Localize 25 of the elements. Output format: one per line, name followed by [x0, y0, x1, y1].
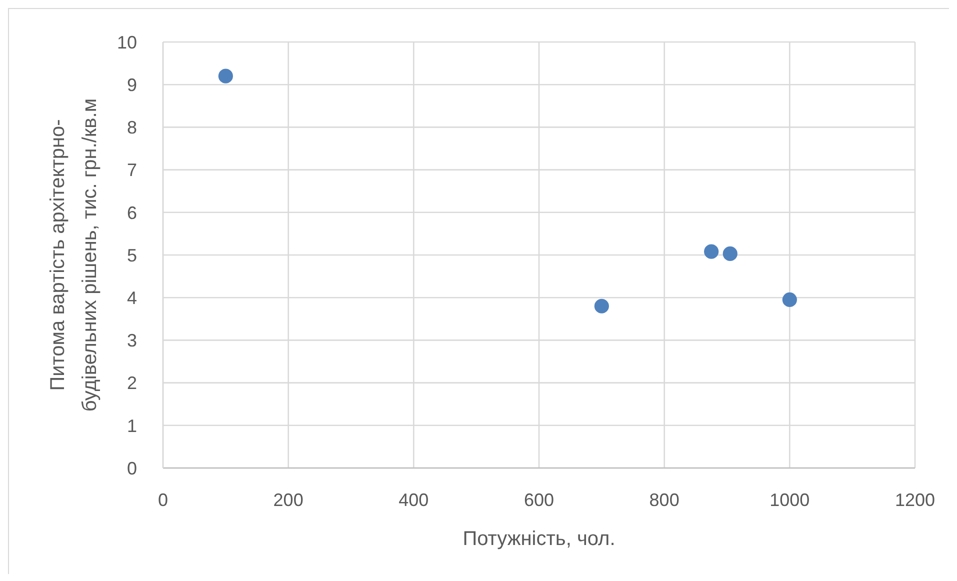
point — [218, 68, 233, 84]
x-tick-label: 1000 — [770, 490, 810, 510]
point — [704, 244, 719, 259]
point — [594, 298, 609, 314]
y-axis-title: Питома вартість архітектрно-будівельних рішень, тис. грн./кв.м — [47, 98, 101, 412]
y-tick-label: 1 — [126, 416, 137, 436]
x-tick-label: 400 — [398, 490, 429, 510]
y-tick-label: 9 — [126, 74, 137, 95]
y-tick-label: 0 — [126, 458, 137, 478]
point — [722, 246, 738, 262]
point — [782, 292, 797, 308]
x-tick-label: 200 — [273, 490, 304, 510]
x-tick-label: 1200 — [894, 490, 936, 510]
x-tick-label: 800 — [649, 490, 680, 510]
y-tick-label: 7 — [126, 160, 137, 180]
y-tick-label: 3 — [126, 330, 137, 351]
x-tick-label: 0 — [158, 490, 168, 510]
x-tick-label: 600 — [524, 490, 554, 510]
y-tick-label: 2 — [126, 373, 137, 394]
y-tick-label: 4 — [126, 288, 137, 308]
y-tick-label: 8 — [126, 118, 137, 138]
y-tick-label: 6 — [126, 202, 137, 223]
x-axis-title: Потужність, чол. — [462, 528, 616, 550]
y-tick-label: 5 — [126, 245, 137, 266]
y-tick-label: 10 — [116, 32, 137, 52]
